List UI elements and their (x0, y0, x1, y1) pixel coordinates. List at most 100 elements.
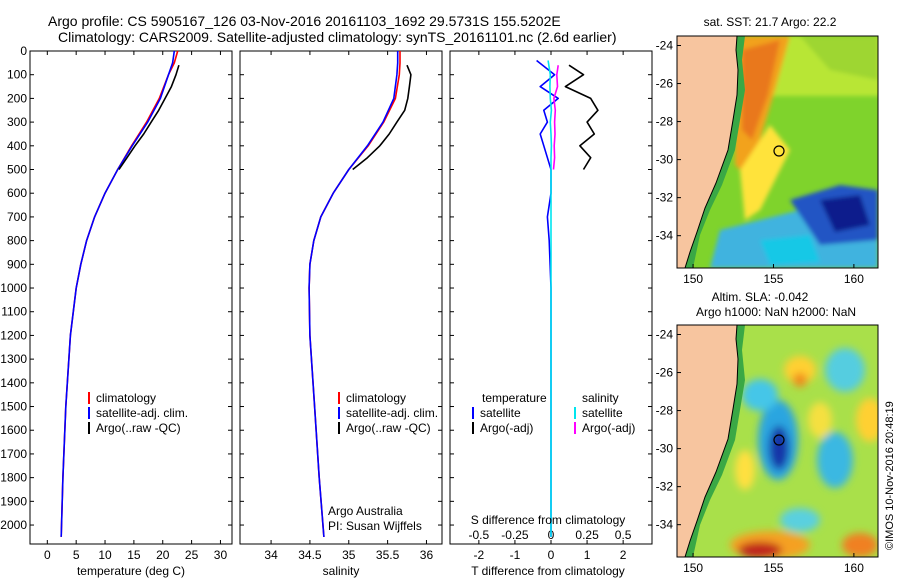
sla-low-5 (780, 508, 820, 532)
sla-map-ticks: 150 155 160 -24 -26 -28 -30 -32 -34 (656, 328, 865, 575)
sla-high-2 (793, 373, 807, 387)
map-y-tick-label: -26 (656, 77, 674, 91)
legend-argo: Argo(..raw -QC) (96, 421, 181, 435)
salinity-legend: climatology satellite-adj. clim. Argo(..… (338, 391, 438, 435)
depth-tick-label: 500 (7, 163, 27, 177)
map-x-tick-label: 160 (844, 561, 864, 575)
sst-cyan-patch (760, 235, 820, 265)
x-tick-label: 35.5 (376, 548, 400, 562)
map-y-tick-label: -32 (656, 480, 674, 494)
sla-low-2 (742, 379, 778, 411)
map-x-tick-label: 160 (844, 272, 864, 286)
map-y-tick-label: -28 (656, 404, 674, 418)
legend-temperature-title: temperature (482, 391, 547, 405)
legend-s-satellite: satellite (582, 406, 623, 420)
s-tick-label: 0.25 (575, 528, 599, 542)
temperature-panel: 0100200300400500600700800900100011001200… (0, 44, 233, 578)
sla-argo-marker (773, 434, 785, 446)
legend-salinity-title: salinity (582, 391, 619, 405)
sla-map-title-1: Altim. SLA: -0.042 (712, 290, 809, 304)
x-tick-label: 36 (420, 548, 434, 562)
difference-xlabel: T difference from climatology (471, 564, 625, 578)
series-s-satellite (547, 60, 553, 537)
sst-map-title: sat. SST: 21.7 Argo: 22.2 (704, 15, 837, 29)
depth-tick-label: 800 (7, 234, 27, 248)
x-tick-label: 35 (342, 548, 356, 562)
map-x-tick-label: 150 (683, 561, 703, 575)
sla-high-1 (784, 356, 816, 384)
legend-satellite: satellite-adj. clim. (96, 406, 188, 420)
depth-tick-label: 200 (7, 91, 27, 105)
series-t-argo-adj (564, 64, 599, 170)
legend-argo: Argo(..raw -QC) (346, 421, 431, 435)
map-x-tick-label: 155 (763, 561, 783, 575)
legend-climatology: climatology (346, 391, 406, 405)
sla-low-3 (817, 432, 853, 488)
depth-tick-label: 1400 (0, 376, 27, 390)
x-tick-label: 34 (264, 548, 278, 562)
difference-panel: -2 -1 0 1 2 -0.5 -0.25 0 0.25 0.5 T difference f… (449, 50, 653, 578)
sst-cold-patch-core (820, 195, 870, 232)
salinity-lines (308, 51, 412, 537)
series-s-argo-adj (552, 65, 559, 170)
x-tick-label: 10 (98, 548, 112, 562)
temperature-xlabel: temperature (deg C) (77, 564, 185, 578)
x-tick-label: 34.5 (298, 548, 322, 562)
sst-yellow-band (740, 125, 790, 220)
salinity-x-ticks: 34 34.5 35 35.5 36 (264, 51, 433, 562)
x-tick-label: 0 (548, 548, 555, 562)
sst-map: sat. SST: 21.7 Argo: 22.2 150 155 160 -24 -2… (656, 15, 879, 286)
s-tick-label: -0.25 (501, 528, 529, 542)
difference-legend: temperature satellite Argo(-adj) salinit… (472, 391, 635, 435)
map-y-tick-label: -28 (656, 115, 674, 129)
x-tick-label: 1 (584, 548, 591, 562)
difference-lines (536, 59, 599, 537)
x-tick-label: -1 (510, 548, 521, 562)
legend-s-argo: Argo(-adj) (582, 421, 635, 435)
sst-map-frame (676, 35, 879, 269)
map-y-tick-label: -30 (656, 442, 674, 456)
temperature-axes (29, 50, 233, 545)
sla-land (677, 325, 739, 557)
difference-s-ticks: -0.5 -0.25 0 0.25 0.5 (469, 528, 632, 542)
depth-tick-label: 2000 (0, 518, 27, 532)
sla-high-6 (842, 533, 878, 557)
sla-map: Altim. SLA: -0.042 Argo h1000: NaN h2000… (656, 290, 879, 575)
map-y-tick-label: -26 (656, 366, 674, 380)
salinity-depth-ticks (240, 50, 442, 526)
sla-map-frame (676, 324, 879, 558)
temperature-legend: climatology satellite-adj. clim. Argo(..… (88, 391, 188, 435)
temperature-lines (60, 50, 180, 537)
sst-warm-tongue-core (742, 40, 780, 140)
x-tick-label: 25 (185, 548, 199, 562)
depth-tick-label: 700 (7, 210, 27, 224)
x-tick-label: 30 (214, 548, 228, 562)
sst-warm-northeast (800, 36, 878, 80)
map-y-tick-label: -34 (656, 518, 674, 532)
sst-argo-marker (773, 145, 785, 157)
s-tick-label: -0.5 (469, 528, 490, 542)
map-y-tick-label: -30 (656, 153, 674, 167)
depth-tick-label: 900 (7, 257, 27, 271)
sla-high-4 (856, 398, 878, 442)
temperature-x-ticks: 0 5 10 15 20 25 30 (44, 51, 227, 562)
annotation-pi: PI: Susan Wijffels (328, 519, 422, 533)
depth-tick-label: 1200 (0, 328, 27, 342)
x-tick-label: 0 (44, 548, 51, 562)
map-y-tick-label: -34 (656, 229, 674, 243)
x-tick-label: 20 (156, 548, 170, 562)
depth-tick-label: 400 (7, 139, 27, 153)
depth-tick-label: 1300 (0, 352, 27, 366)
series-argo-raw-qc (118, 64, 180, 170)
s-tick-label: 0.5 (615, 528, 632, 542)
temperature-depth-ticks: 0 100 200 300 400 500 600 700 800 900 1000 1100 1200… (0, 44, 232, 532)
sla-low-4 (825, 348, 865, 392)
sst-land (677, 36, 739, 268)
depth-tick-label: 100 (7, 68, 27, 82)
header-line2: Climatology: CARS2009. Satellite-adjuste… (58, 29, 616, 45)
sla-high-3 (808, 402, 832, 438)
series-satellite-adj-clim (60, 50, 176, 537)
salinity-axes (239, 50, 443, 545)
legend-satellite: satellite-adj. clim. (346, 406, 438, 420)
